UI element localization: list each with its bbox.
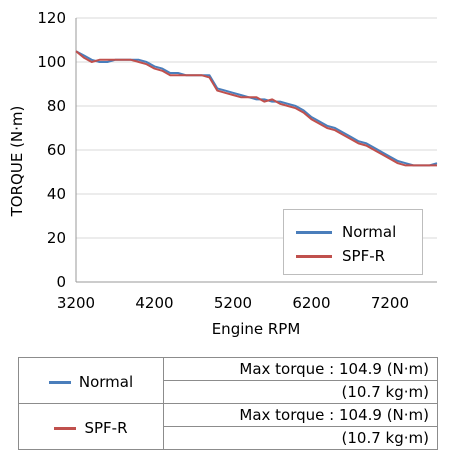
legend-label-normal: Normal xyxy=(342,223,397,241)
series-name: SPF-R xyxy=(84,419,128,438)
legend-swatch-normal xyxy=(296,230,332,234)
legend-swatch-spfr xyxy=(296,254,332,258)
x-tick-label: 6200 xyxy=(292,294,330,312)
series-line-spf-r xyxy=(75,50,437,167)
y-axis-title: TORQUE (N·m) xyxy=(8,106,26,218)
y-tick-label: 120 xyxy=(37,9,66,27)
x-tick-label: 4200 xyxy=(135,294,173,312)
max-torque-table: Normal Max torque : 104.9 (N·m) (10.7 kg… xyxy=(18,357,438,450)
chart-svg: 0 20 40 60 80 100 120 3200 4200 5200 6200 7200 TORQ… xyxy=(8,9,438,338)
table-row: (10.7 kg·m) xyxy=(19,380,438,404)
table-row: Normal Max torque : 104.9 (N·m) xyxy=(18,357,438,404)
x-tick-label: 3200 xyxy=(57,294,95,312)
series-lines xyxy=(75,50,438,167)
legend-item-spfr: SPF-R xyxy=(296,246,385,266)
table-swatch-normal xyxy=(48,380,71,384)
axes xyxy=(75,18,437,283)
y-tick-label: 20 xyxy=(47,229,66,247)
y-tick-label: 40 xyxy=(47,185,66,203)
series-cell-normal: Normal xyxy=(18,357,164,404)
legend-item-normal: Normal xyxy=(296,222,396,242)
y-tick-label: 0 xyxy=(56,273,66,291)
y-tick-label: 60 xyxy=(47,141,66,159)
table-swatch-spfr xyxy=(54,426,77,430)
x-axis-title: Engine RPM xyxy=(212,320,301,338)
series-name: Normal xyxy=(78,373,134,392)
max-torque-kgm: (10.7 kg·m) xyxy=(163,426,438,450)
series-line-normal xyxy=(75,50,438,167)
series-cell-spfr: SPF-R xyxy=(18,403,164,450)
torque-chart: 0 20 40 60 80 100 120 3200 4200 5200 6200 7200 TORQ… xyxy=(8,9,438,338)
y-tick-label: 80 xyxy=(47,97,66,115)
y-tick-label: 100 xyxy=(37,53,66,71)
max-torque-kgm: (10.7 kg·m) xyxy=(163,380,438,404)
max-torque-nm: Max torque : 104.9 (N·m) xyxy=(163,357,438,381)
table-row: SPF-R Max torque : 104.9 (N·m) xyxy=(18,403,438,450)
legend-label-spfr: SPF-R xyxy=(342,247,386,265)
table-row: (10.7 kg·m) xyxy=(19,426,438,450)
x-tick-label: 5200 xyxy=(214,294,252,312)
max-torque-nm: Max torque : 104.9 (N·m) xyxy=(163,403,438,427)
x-tick-label: 7200 xyxy=(371,294,409,312)
grid-lines xyxy=(76,17,437,239)
legend: Normal SPF-R xyxy=(283,209,423,275)
tick-labels: 0 20 40 60 80 100 120 3200 4200 5200 6200 7200 xyxy=(37,9,409,312)
